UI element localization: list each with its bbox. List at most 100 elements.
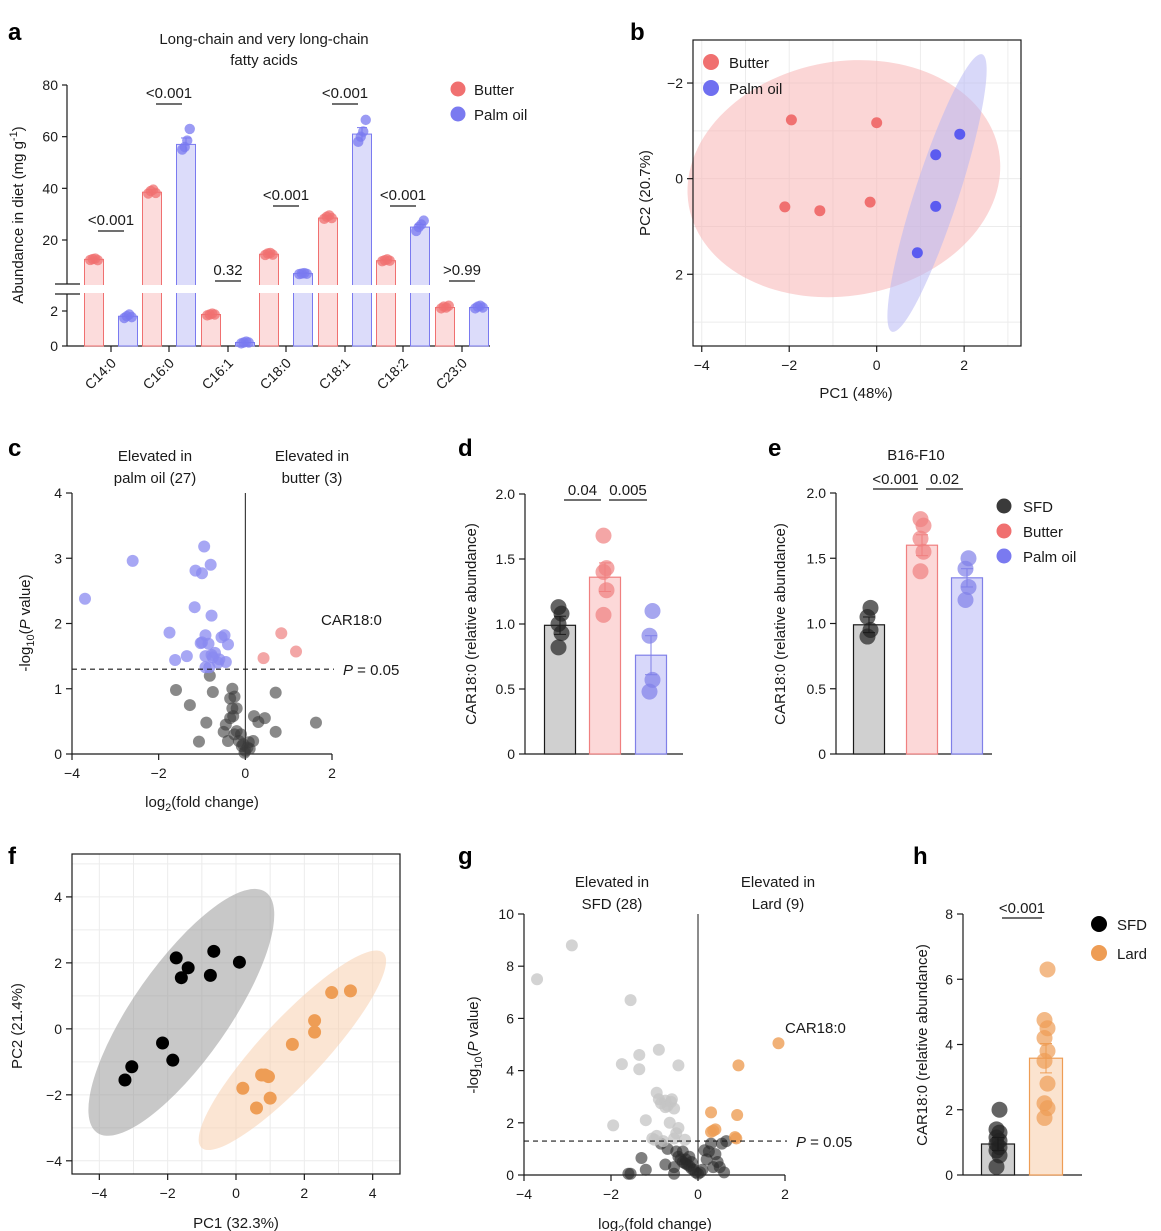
data-point <box>988 1121 1005 1138</box>
chart-title: B16-F10 <box>887 447 945 464</box>
y-tick-label: 6 <box>945 971 953 987</box>
p-value-label: 0.02 <box>930 471 959 488</box>
y-tick-label: 2.0 <box>807 485 827 501</box>
x-tick-label: 2 <box>960 357 968 373</box>
legend-label-butter: Butter <box>474 82 514 99</box>
header-left-line-2: palm oil (27) <box>114 470 197 487</box>
data-point-not-significant <box>228 690 241 703</box>
y-label-rest: value) <box>17 574 34 619</box>
data-point <box>150 187 161 199</box>
data-point <box>598 582 615 599</box>
plot-frame <box>692 39 1022 347</box>
data-point-lard <box>343 984 357 998</box>
data-point <box>912 563 929 580</box>
data-point-not-significant <box>624 1167 637 1180</box>
data-point-lard <box>285 1037 299 1051</box>
x-tick-label: C23:0 <box>432 355 470 393</box>
legend-label-palm-oil: Palm oil <box>1023 549 1076 566</box>
threshold-value: = 0.05 <box>353 662 399 679</box>
panel-g-volcano-plot: Elevated in SFD (28) Elevated in Lard (9… <box>465 874 852 1231</box>
y-tick-label: 4 <box>945 1037 953 1053</box>
data-point-elevated-right <box>290 645 303 658</box>
bar-butter <box>435 307 455 347</box>
y-tick-label: 0.5 <box>496 681 516 697</box>
y-axis-label: -log10(P value) <box>465 996 485 1093</box>
threshold-p: P <box>796 1134 806 1151</box>
data-point-elevated-left <box>79 592 91 605</box>
data-point-elevated-left <box>607 1119 620 1132</box>
data-point-lard <box>250 1101 263 1115</box>
x-tick-label: −4 <box>64 765 80 781</box>
legend: SFD Butter Palm oil <box>996 498 1076 566</box>
data-point-not-significant <box>635 1152 648 1165</box>
data-point-butter <box>779 201 791 213</box>
bar-butter <box>376 260 396 347</box>
data-point <box>912 511 929 528</box>
data-point-sfd <box>125 1060 139 1074</box>
data-point-sfd <box>118 1073 132 1087</box>
chart-title-line-1: Long-chain and very long-chain <box>159 31 368 48</box>
data-point <box>598 560 615 577</box>
data-point-sfd <box>207 944 221 958</box>
data-point-not-significant <box>206 686 219 699</box>
data-point-butter <box>814 205 826 217</box>
x-tick-label: C14:0 <box>81 355 119 393</box>
y-tick-label: −2 <box>46 1087 62 1103</box>
x-tick-label: C16:0 <box>139 355 177 393</box>
bar-butter <box>142 191 162 347</box>
p-value-label: <0.001 <box>999 900 1045 917</box>
header-right-line-2: butter (3) <box>282 470 343 487</box>
data-point-not-significant <box>711 1155 724 1168</box>
data-point-elevated-left <box>194 637 207 650</box>
data-point-sfd <box>174 971 188 985</box>
data-point <box>1036 1095 1053 1112</box>
y-label-paren: ( <box>465 1051 482 1056</box>
x-tick-label: C18:2 <box>373 355 411 393</box>
data-point-sfd <box>203 968 217 982</box>
y-axis-label: PC2 (20.7%) <box>637 150 654 236</box>
x-label-log: log <box>145 794 165 811</box>
p-value-label: <0.001 <box>263 187 309 204</box>
bar-palm-oil <box>469 307 489 347</box>
y-tick-label: 0 <box>54 1021 62 1037</box>
panel-d-bar-chart: 0 0.5 1.0 1.5 2.0 0.04 0.005 CAR18:0 (relative… <box>463 482 683 762</box>
data-point <box>418 215 429 226</box>
data-point <box>550 639 567 656</box>
y-axis-label: Abundance in diet (mg g-1) <box>8 126 27 303</box>
data-point-palm-oil <box>954 128 966 140</box>
y-tick-label: 0 <box>945 1167 953 1183</box>
data-point-elevated-right <box>707 1124 720 1137</box>
x-tick-label: 0 <box>241 765 249 781</box>
y-axis-label: CAR18:0 (relative abundance) <box>914 944 931 1146</box>
y-label-sub: 10 <box>473 1056 485 1068</box>
y-tick-label: 4 <box>506 1063 514 1079</box>
data-point <box>443 300 454 311</box>
data-point-not-significant <box>192 735 205 748</box>
data-point <box>92 254 103 266</box>
y-label-p: P <box>17 619 34 629</box>
data-point-elevated-left <box>672 1059 685 1072</box>
data-point-palm-oil <box>911 247 923 259</box>
y-axis-label: CAR18:0 (relative abundance) <box>463 523 480 725</box>
x-tick-label: C18:1 <box>315 355 353 393</box>
x-tick-label: 2 <box>300 1185 308 1201</box>
legend: Butter Palm oil <box>703 54 782 98</box>
data-point-elevated-left <box>633 1048 646 1061</box>
data-point <box>550 599 567 616</box>
data-point-elevated-left <box>633 1063 646 1076</box>
y-tick-label: 4 <box>54 485 62 501</box>
y-tick-label: 4 <box>54 889 62 905</box>
p-value-label: <0.001 <box>872 471 918 488</box>
data-point-elevated-left <box>218 629 231 642</box>
legend-marker-butter <box>996 523 1012 539</box>
data-point-elevated-left <box>659 1101 672 1114</box>
confidence-ellipse-palm-oil <box>887 54 987 332</box>
legend-label-palm-oil: Palm oil <box>729 81 782 98</box>
data-point-not-significant <box>242 736 255 749</box>
data-point-elevated-right <box>257 652 270 665</box>
data-point-not-significant <box>200 716 213 729</box>
legend-marker-butter <box>703 54 719 70</box>
x-label-sub: 2 <box>165 802 171 814</box>
y-tick-label: 3 <box>54 550 62 566</box>
data-point <box>862 599 879 616</box>
